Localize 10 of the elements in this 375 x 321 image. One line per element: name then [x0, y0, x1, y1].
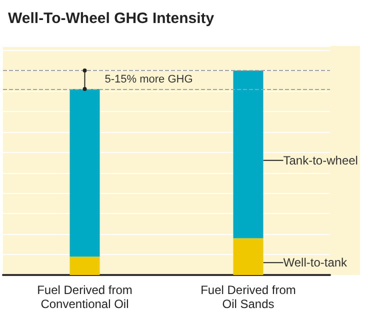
x-tick-label: Fuel Derived from Conventional Oil	[37, 283, 132, 311]
series-label: Tank-to-wheel	[283, 153, 358, 168]
x-tick-label: Fuel Derived from Oil Sands	[200, 283, 296, 311]
series-label: Well-to-tank	[283, 256, 348, 270]
bar	[233, 238, 264, 275]
bar	[70, 256, 100, 275]
bar	[70, 88, 100, 257]
chart-title: Well-To-Wheel GHG Intensity	[8, 10, 215, 27]
bar	[233, 70, 264, 238]
annotation: 5-15% more GHG	[104, 74, 193, 86]
